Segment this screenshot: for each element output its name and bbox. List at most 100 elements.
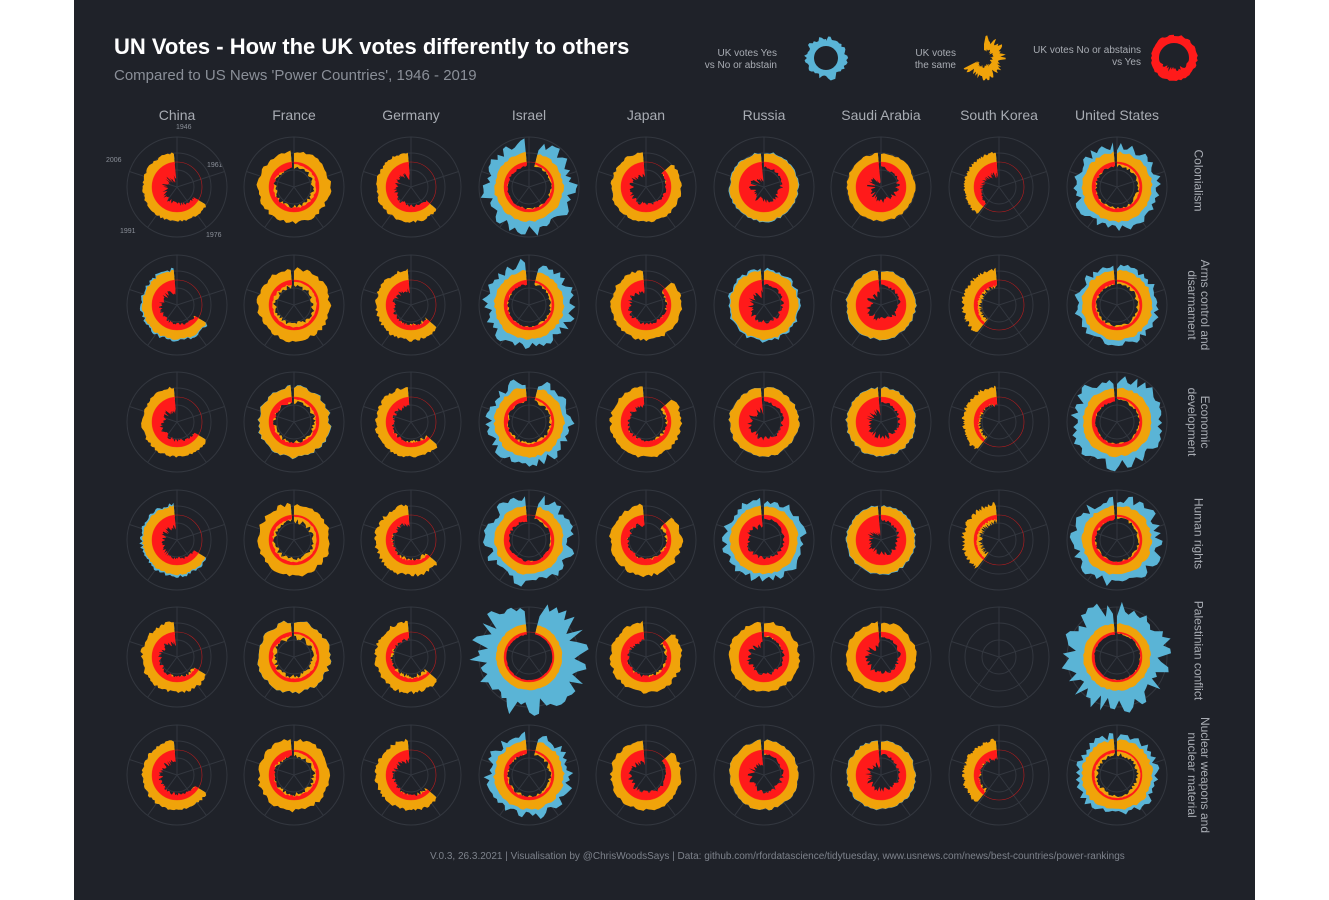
legend-swatch <box>963 35 1006 81</box>
reference-ring <box>1091 279 1143 331</box>
reference-ring <box>738 749 790 801</box>
grid-spoke <box>969 656 1000 698</box>
reference-ring <box>503 396 555 448</box>
radial-cell <box>948 136 1050 238</box>
reference-ring <box>385 396 437 448</box>
country-label: China <box>158 107 196 123</box>
radial-cell <box>469 604 589 716</box>
radial-cell <box>595 489 697 591</box>
series-same-area <box>376 152 437 223</box>
radial-cell <box>595 254 697 356</box>
series-same-area <box>374 504 437 577</box>
series-same-area <box>609 386 683 458</box>
series-uk-no-area <box>739 632 789 682</box>
radial-cell <box>948 254 1050 356</box>
series-uk-no-area <box>386 162 430 212</box>
country-label: Germany <box>382 107 440 123</box>
reference-ring <box>503 514 555 566</box>
series-uk-no-area <box>386 750 430 800</box>
series-uk-no-area <box>974 162 998 207</box>
grid-spoke <box>951 641 1000 658</box>
radial-cell <box>1066 371 1168 473</box>
radial-cell <box>595 606 697 708</box>
reference-ring <box>1091 396 1143 448</box>
reference-ring <box>268 161 320 213</box>
radial-grid-chart <box>126 34 1198 826</box>
year-label-1976: 1976 <box>206 232 222 239</box>
radial-cell <box>1066 254 1168 356</box>
reference-ring <box>268 396 320 448</box>
radial-cell <box>243 136 345 238</box>
radial-cell <box>948 724 1050 826</box>
radial-cell <box>713 254 815 356</box>
series-uk-yes-area <box>469 604 589 716</box>
reference-ring <box>268 631 320 683</box>
radial-cell <box>243 724 345 826</box>
series-uk-no-area <box>386 397 430 447</box>
radial-cell <box>595 724 697 826</box>
reference-ring <box>151 749 203 801</box>
reference-ring <box>620 396 672 448</box>
country-label: United States <box>1074 107 1160 123</box>
caption: V.0.3, 26.3.2021 | Visualisation by @Chr… <box>430 851 1125 862</box>
series-uk-no-area <box>856 632 906 682</box>
series-uk-no-area <box>856 280 906 330</box>
radial-cell <box>360 371 462 473</box>
reference-ring <box>503 631 555 683</box>
reference-ring <box>385 161 437 213</box>
radial-cell <box>360 254 462 356</box>
radial-cell <box>243 489 345 591</box>
series-uk-no-area <box>621 750 671 800</box>
radial-cell <box>126 606 228 708</box>
reference-ring <box>973 396 1025 448</box>
reference-ring <box>620 514 672 566</box>
series-same-area <box>374 387 438 458</box>
radial-cell <box>595 371 697 473</box>
year-label-1946: 1946 <box>176 124 192 131</box>
country-label: Russia <box>742 107 786 123</box>
series-same-area <box>256 267 332 343</box>
reference-ring <box>268 514 320 566</box>
reference-ring <box>973 161 1025 213</box>
radial-cell <box>243 254 345 356</box>
series-uk-no-area <box>856 397 906 447</box>
radial-cell <box>478 724 580 826</box>
legend-swatch-hole <box>1159 43 1189 72</box>
reference-ring <box>738 514 790 566</box>
series-same-area <box>374 620 437 695</box>
reference-ring <box>503 279 555 331</box>
reference-ring <box>151 631 203 683</box>
series-same-area <box>609 503 684 578</box>
reference-ring <box>268 749 320 801</box>
radial-cell <box>1066 136 1168 238</box>
radial-cell <box>360 606 462 708</box>
series-uk-no-area <box>856 515 906 565</box>
series-uk-no-area <box>152 632 199 682</box>
legend-swatch <box>1150 34 1198 81</box>
reference-ring <box>855 749 907 801</box>
radial-cell <box>478 371 580 473</box>
reference-ring <box>385 279 437 331</box>
reference-ring <box>1091 161 1143 213</box>
country-label: Japan <box>626 107 666 123</box>
radial-cell <box>713 606 815 708</box>
radial-cell <box>830 136 932 238</box>
radial-cell <box>830 254 932 356</box>
reference-ring <box>268 279 320 331</box>
chart-panel: UN Votes - How the UK votes differently … <box>74 0 1255 900</box>
reference-ring <box>385 749 437 801</box>
series-same-area <box>258 385 331 459</box>
radial-cell <box>126 371 228 473</box>
radial-cell <box>360 489 462 591</box>
series-same-area <box>609 620 683 694</box>
country-label: France <box>272 107 316 123</box>
radial-cell <box>713 371 815 473</box>
radial-cell <box>948 489 1050 591</box>
reference-ring <box>385 514 437 566</box>
series-uk-no-area <box>152 162 199 212</box>
country-label: Saudi Arabia <box>841 107 921 123</box>
reference-ring <box>855 396 907 448</box>
radial-cell <box>830 724 932 826</box>
radial-cell <box>478 254 580 356</box>
reference-ring <box>151 279 203 331</box>
